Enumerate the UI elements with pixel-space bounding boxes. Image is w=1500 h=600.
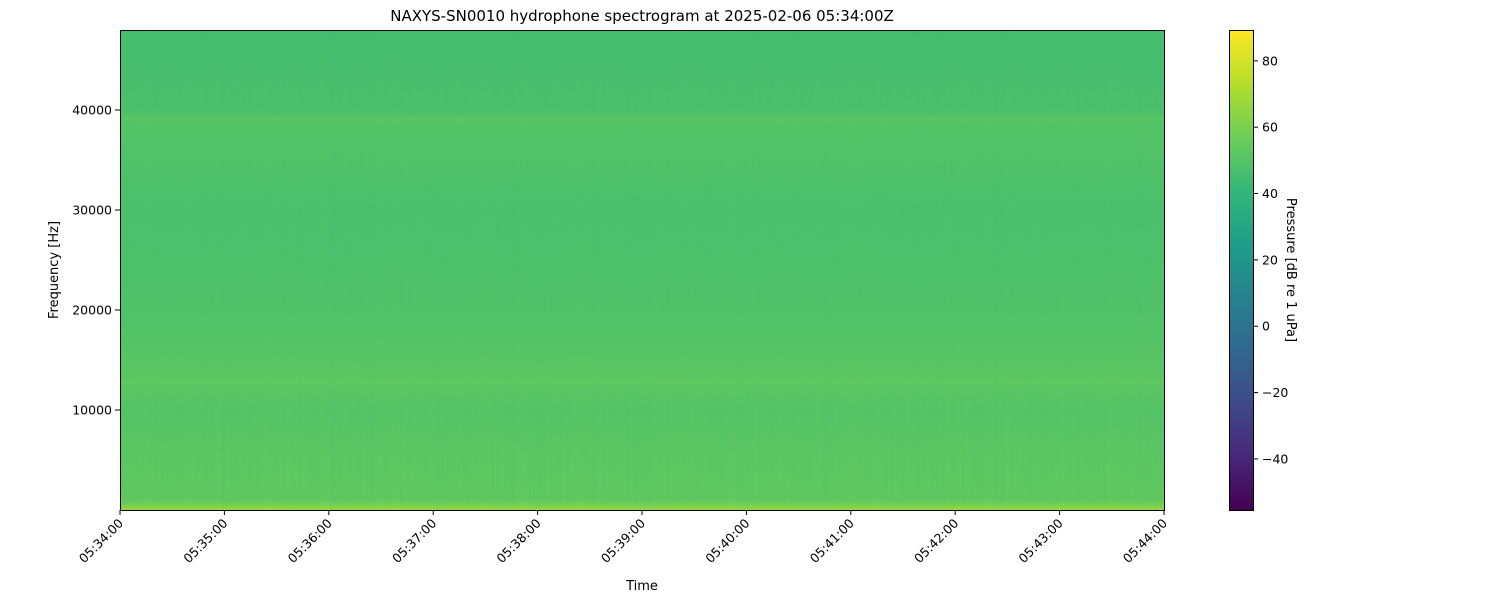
- x-tick-label: 05:39:00: [598, 515, 648, 565]
- colorbar-label: Pressure [dB re 1 uPa]: [1283, 198, 1298, 342]
- y-tick-label: 40000: [72, 103, 112, 118]
- x-tick-label: 05:34:00: [76, 515, 126, 565]
- colorbar-gradient: [1229, 30, 1253, 510]
- colorbar-tick-label: 80: [1262, 53, 1278, 68]
- x-tick-label: 05:42:00: [911, 515, 961, 565]
- x-tick-label: 05:40:00: [702, 515, 752, 565]
- colorbar-tick-label: 60: [1262, 120, 1278, 135]
- colorbar-tick-label: 20: [1262, 252, 1278, 267]
- x-tick-label: 05:35:00: [180, 515, 230, 565]
- x-tick-label: 05:43:00: [1015, 515, 1065, 565]
- x-tick-label: 05:36:00: [285, 515, 335, 565]
- colorbar-tick-label: −20: [1262, 385, 1288, 400]
- x-axis-label: Time: [625, 579, 658, 594]
- spectrogram-image: [120, 30, 1164, 510]
- chart-title: NAXYS-SN0010 hydrophone spectrogram at 2…: [390, 7, 894, 25]
- x-tick-label: 05:38:00: [493, 515, 543, 565]
- y-tick-label: 10000: [72, 403, 112, 418]
- x-tick-label: 05:37:00: [389, 515, 439, 565]
- colorbar-frame: [1229, 30, 1254, 511]
- colorbar-tick-label: 40: [1262, 186, 1278, 201]
- colorbar-tick-label: 0: [1262, 319, 1270, 334]
- x-tick-label: 05:44:00: [1120, 515, 1170, 565]
- plot-frame: [120, 30, 1165, 511]
- y-tick-label: 30000: [72, 203, 112, 218]
- y-axis-label: Frequency [Hz]: [47, 221, 62, 319]
- y-tick-label: 20000: [72, 303, 112, 318]
- x-tick-label: 05:41:00: [807, 515, 857, 565]
- colorbar-tick-label: −40: [1262, 451, 1288, 466]
